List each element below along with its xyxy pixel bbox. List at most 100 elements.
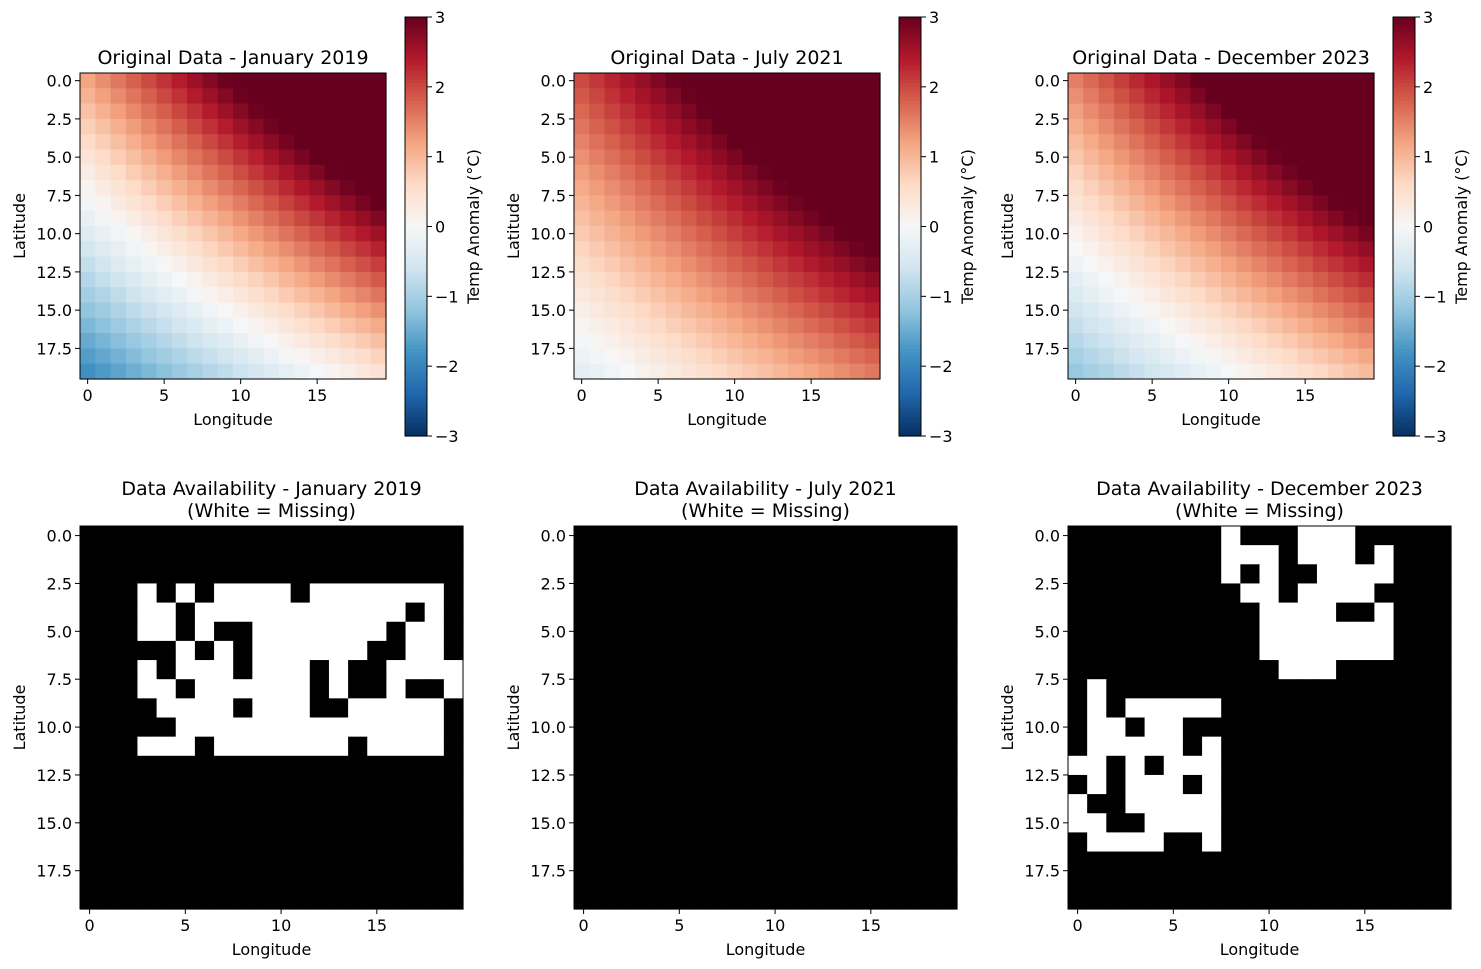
heatmap-cell: [1163, 660, 1184, 680]
heatmap-cell: [1106, 679, 1127, 699]
colorbar-segment: [899, 72, 921, 77]
colorbar-segment: [405, 352, 427, 357]
heatmap-cell: [772, 180, 789, 196]
heatmap-cell: [1282, 73, 1299, 89]
heatmap-cell: [1087, 870, 1107, 891]
colorbar-segment: [899, 341, 921, 346]
colorbar-segment: [899, 37, 921, 43]
heatmap-cell: [1087, 660, 1107, 680]
heatmap-cell: [443, 583, 464, 604]
heatmap-cell: [937, 545, 958, 565]
heatmap-cell: [309, 717, 330, 738]
colorbar-segment: [1393, 41, 1415, 46]
heatmap-cell: [125, 210, 142, 227]
heatmap-cell: [1355, 583, 1375, 604]
heatmap-cell: [80, 679, 100, 699]
heatmap-cell: [1113, 210, 1130, 227]
heatmap-cell: [118, 774, 139, 795]
heatmap-cell: [784, 889, 805, 910]
heatmap-cell: [156, 640, 177, 661]
heatmap-cell: [1068, 287, 1084, 304]
heatmap-cell: [443, 526, 464, 546]
heatmap-cell: [1358, 134, 1375, 151]
heatmap-cell: [650, 755, 671, 776]
colorbar-segment: [405, 292, 427, 297]
heatmap-cell: [156, 271, 173, 288]
colorbar-segment: [1393, 261, 1415, 266]
heatmap-cell: [137, 851, 158, 872]
heatmap-cell: [1266, 103, 1283, 120]
colorbar-segment: [899, 250, 921, 256]
heatmap-cell: [1259, 717, 1280, 738]
heatmap-cell: [1202, 736, 1222, 757]
heatmap-cell: [278, 348, 295, 365]
heatmap-cell: [1125, 851, 1146, 872]
heatmap-cell: [1251, 317, 1268, 334]
heatmap-cell: [1316, 889, 1337, 910]
heatmap-cell: [1431, 602, 1452, 623]
heatmap-cell: [822, 545, 843, 565]
heatmap-cell: [1190, 287, 1207, 304]
heatmap-cell: [1125, 564, 1146, 585]
colorbar-segment: [899, 380, 921, 385]
heatmap-cell: [405, 526, 426, 546]
heatmap-cell: [80, 621, 100, 642]
heatmap-cell: [1205, 118, 1222, 135]
heatmap-cell: [635, 103, 652, 120]
heatmap-cell: [110, 103, 127, 120]
heatmap-cells: [574, 526, 958, 910]
heatmap-cell: [1098, 271, 1115, 288]
heatmap-cell: [1087, 774, 1107, 795]
colorbar-segment: [899, 404, 921, 409]
heatmap-cell: [1113, 317, 1130, 334]
heatmap-cell: [202, 88, 219, 105]
heatmap-cell: [1221, 755, 1241, 776]
heatmap-cell: [1336, 870, 1356, 891]
heatmap-cell: [1182, 813, 1203, 833]
colorbar-segment: [1393, 219, 1415, 224]
colorbar-segment: [899, 401, 921, 406]
heatmap-cell: [1312, 333, 1329, 349]
heatmap-cell: [1113, 363, 1130, 380]
colorbar-segment: [1393, 390, 1415, 395]
heatmap-cell: [1431, 526, 1452, 546]
colorbar-segment: [899, 373, 921, 378]
heatmap-cell: [1312, 180, 1329, 196]
heatmap-cell: [1098, 363, 1115, 380]
colorbar-segment: [1393, 100, 1415, 105]
heatmap-cell: [899, 736, 920, 757]
heatmap-cell: [99, 774, 119, 795]
colorbar-segment: [405, 44, 427, 50]
heatmap-cell: [1175, 118, 1191, 135]
heatmap-cell: [278, 287, 295, 304]
heatmap-cell: [217, 287, 234, 304]
heatmap-cell: [137, 832, 158, 853]
heatmap-cell: [842, 813, 862, 833]
colorbar-segment: [405, 320, 427, 325]
heatmap-cell: [1129, 210, 1146, 227]
heatmap-cell: [765, 526, 786, 546]
heatmap-cell: [386, 736, 407, 757]
heatmap-cell: [95, 241, 112, 258]
colorbar-segment: [1393, 310, 1415, 315]
colorbar-segment: [1393, 366, 1415, 371]
colorbar-segment: [1393, 111, 1415, 116]
heatmap-cell: [95, 88, 112, 105]
heatmap-cell: [348, 870, 368, 891]
heatmap-cell: [1163, 583, 1184, 604]
heatmap-cell: [214, 889, 234, 910]
colorbar-segment: [1393, 142, 1415, 147]
heatmap-cell: [574, 287, 590, 304]
colorbar-segment: [405, 432, 427, 437]
heatmap-cell: [1412, 717, 1433, 738]
colorbar-segment: [899, 411, 921, 416]
heatmap-cell: [574, 851, 594, 872]
heatmap-cell: [95, 317, 112, 334]
heatmap-cell: [328, 564, 349, 585]
heatmap-cell: [818, 103, 835, 120]
heatmap-cell: [1251, 241, 1268, 258]
heatmap-cell: [1182, 621, 1203, 642]
heatmap-cell: [340, 149, 356, 166]
colorbar-segment: [899, 62, 921, 67]
heatmap-cell: [688, 717, 709, 738]
